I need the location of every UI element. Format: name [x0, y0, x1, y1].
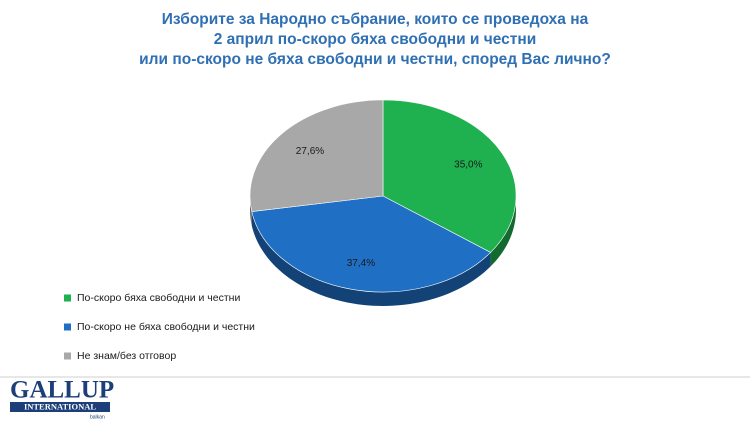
- logo-region: balkan: [90, 414, 105, 420]
- chart-title: или по-скоро не бяха свободни и честни, …: [139, 51, 611, 68]
- logo-name: GALLUP: [10, 377, 114, 404]
- legend-label: По-скоро не бяха свободни и честни: [77, 321, 255, 333]
- slice: [251, 195, 492, 293]
- chart-title: Изборите за Народно събрание, които се п…: [162, 11, 589, 28]
- chart-title: 2 април по-скоро бяха свободни и честни: [214, 31, 537, 48]
- slice: [382, 99, 517, 253]
- slice: [249, 99, 384, 212]
- value-label: 27,6%: [296, 146, 324, 157]
- legend-label: По-скоро бяха свободни и честни: [77, 292, 240, 304]
- logo-bar: [10, 402, 110, 412]
- logo: GALLUP INTERNATIONAL balkan: [10, 377, 114, 420]
- slice-side: [251, 211, 491, 306]
- legend-label: Не знам/без отговор: [77, 350, 176, 362]
- legend-swatch: [64, 323, 71, 331]
- legend-swatch: [64, 352, 71, 360]
- logo-sub: INTERNATIONAL: [24, 401, 96, 411]
- value-label: 35,0%: [454, 159, 482, 170]
- value-label: 37,4%: [347, 258, 375, 269]
- legend-swatch: [64, 294, 71, 302]
- legend: По-скоро бяха свободни и честни По-скоро …: [64, 292, 255, 362]
- pie: 35,0% 37,4% 27,6%: [249, 99, 517, 306]
